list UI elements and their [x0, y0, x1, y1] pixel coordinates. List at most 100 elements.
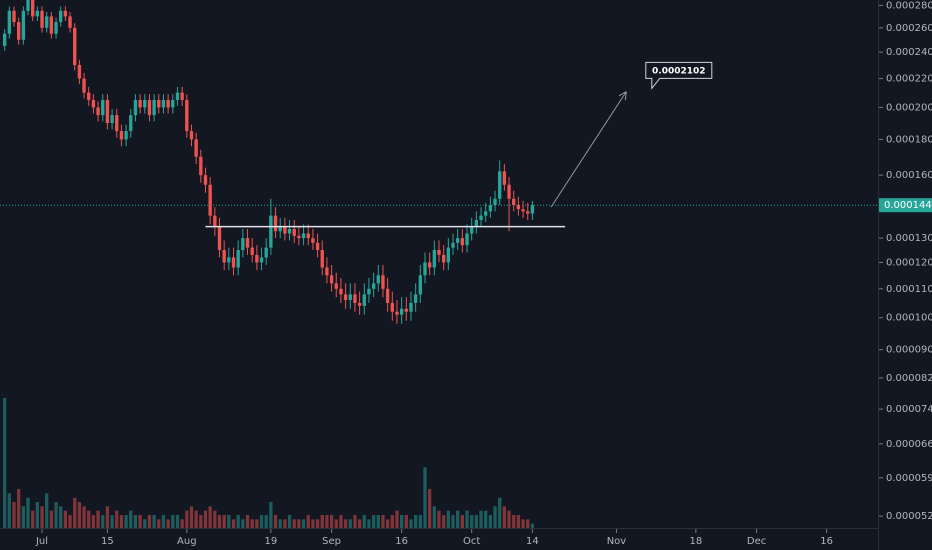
- candle-body: [446, 247, 451, 263]
- candle-body: [236, 250, 240, 268]
- candle-body: [185, 99, 189, 132]
- candle-body: [423, 262, 427, 276]
- candle-body: [189, 131, 194, 140]
- candle-body: [31, 0, 35, 17]
- candle-body: [255, 254, 259, 263]
- volume-bar: [451, 515, 455, 528]
- volume-bar: [264, 515, 268, 528]
- volume-bar: [465, 510, 469, 528]
- candle-body: [101, 99, 105, 116]
- volume-bar: [283, 519, 287, 528]
- volume-bar: [236, 515, 240, 528]
- x-tick-label: Jul: [35, 536, 48, 547]
- volume-bar: [68, 515, 72, 528]
- candle-body: [301, 233, 306, 239]
- volume-bar: [203, 510, 208, 528]
- candle-body: [357, 302, 362, 306]
- volume-bar: [325, 515, 329, 528]
- candle-body: [451, 242, 455, 248]
- volume-bar: [437, 510, 441, 528]
- volume-bar: [470, 515, 474, 528]
- candle-body: [227, 257, 231, 263]
- volume-bar: [217, 515, 222, 528]
- volume-bar: [315, 519, 320, 528]
- volume-bar: [17, 489, 21, 528]
- volume-bar: [194, 510, 198, 528]
- volume-bar: [446, 510, 450, 528]
- candle-body: [217, 226, 222, 251]
- volume-bar: [400, 515, 404, 528]
- candle-body: [110, 115, 114, 124]
- volume-bar: [428, 489, 432, 528]
- candle-body: [329, 275, 334, 284]
- candle-body: [166, 99, 170, 108]
- projection-arrow: [550, 92, 626, 208]
- candle-body: [180, 92, 184, 100]
- volume-bar: [273, 515, 278, 528]
- volume-bar: [259, 515, 264, 528]
- volume-bar: [250, 519, 254, 528]
- candle-body: [250, 247, 254, 255]
- x-tick-label: Dec: [747, 536, 766, 547]
- candle-body: [194, 139, 198, 157]
- volume-bar: [91, 515, 96, 528]
- candle-body: [437, 250, 441, 255]
- candle-body: [213, 215, 217, 227]
- volume-bar: [353, 515, 357, 528]
- candle-body: [16, 22, 21, 40]
- candle-body: [119, 131, 124, 140]
- candle-body: [77, 65, 82, 79]
- candle-body: [320, 250, 324, 268]
- candle-body: [325, 267, 329, 276]
- candle-body: [175, 92, 180, 100]
- callout-box: [645, 61, 713, 90]
- candle-body: [2, 33, 7, 46]
- candle-body: [49, 16, 54, 34]
- volume-bar: [493, 506, 497, 528]
- volume-bar: [40, 506, 44, 528]
- volume-bar: [49, 510, 54, 528]
- candle-body: [45, 16, 49, 28]
- candle-body: [367, 288, 371, 295]
- volume-bar: [456, 510, 460, 528]
- volume-bar: [311, 519, 315, 528]
- volume-bar: [166, 519, 170, 528]
- candle-body: [264, 247, 268, 258]
- candle-body: [7, 10, 12, 34]
- candle-body: [339, 288, 343, 295]
- candle-body: [40, 10, 44, 28]
- candle-body: [502, 171, 507, 185]
- plot-area: 0.0002102: [0, 0, 878, 528]
- volume-bar: [287, 515, 292, 528]
- x-tick-label: Oct: [463, 536, 480, 547]
- candle-body: [376, 275, 380, 284]
- volume-bar: [124, 515, 128, 528]
- volume-bar: [409, 519, 413, 528]
- volume-bar: [241, 519, 245, 528]
- volume-bar: [26, 497, 30, 528]
- candle-body: [512, 198, 516, 206]
- volume-bar: [101, 515, 105, 528]
- candle-body: [63, 10, 68, 17]
- candle-body: [381, 275, 385, 289]
- volume-bar: [143, 519, 147, 528]
- volume-bar: [371, 515, 376, 528]
- candle-body: [479, 215, 483, 221]
- candle-body: [171, 99, 175, 108]
- candle-body: [129, 115, 133, 132]
- volume-bar: [35, 502, 39, 528]
- candle-body: [138, 99, 142, 108]
- volume-bar: [175, 515, 180, 528]
- volume-bar: [21, 506, 25, 528]
- candle-body: [241, 238, 245, 251]
- volume-bar: [521, 519, 525, 528]
- candle-body: [161, 99, 166, 108]
- volume-bar: [385, 519, 390, 528]
- volume-bar: [418, 515, 422, 528]
- volume-bar: [507, 510, 511, 528]
